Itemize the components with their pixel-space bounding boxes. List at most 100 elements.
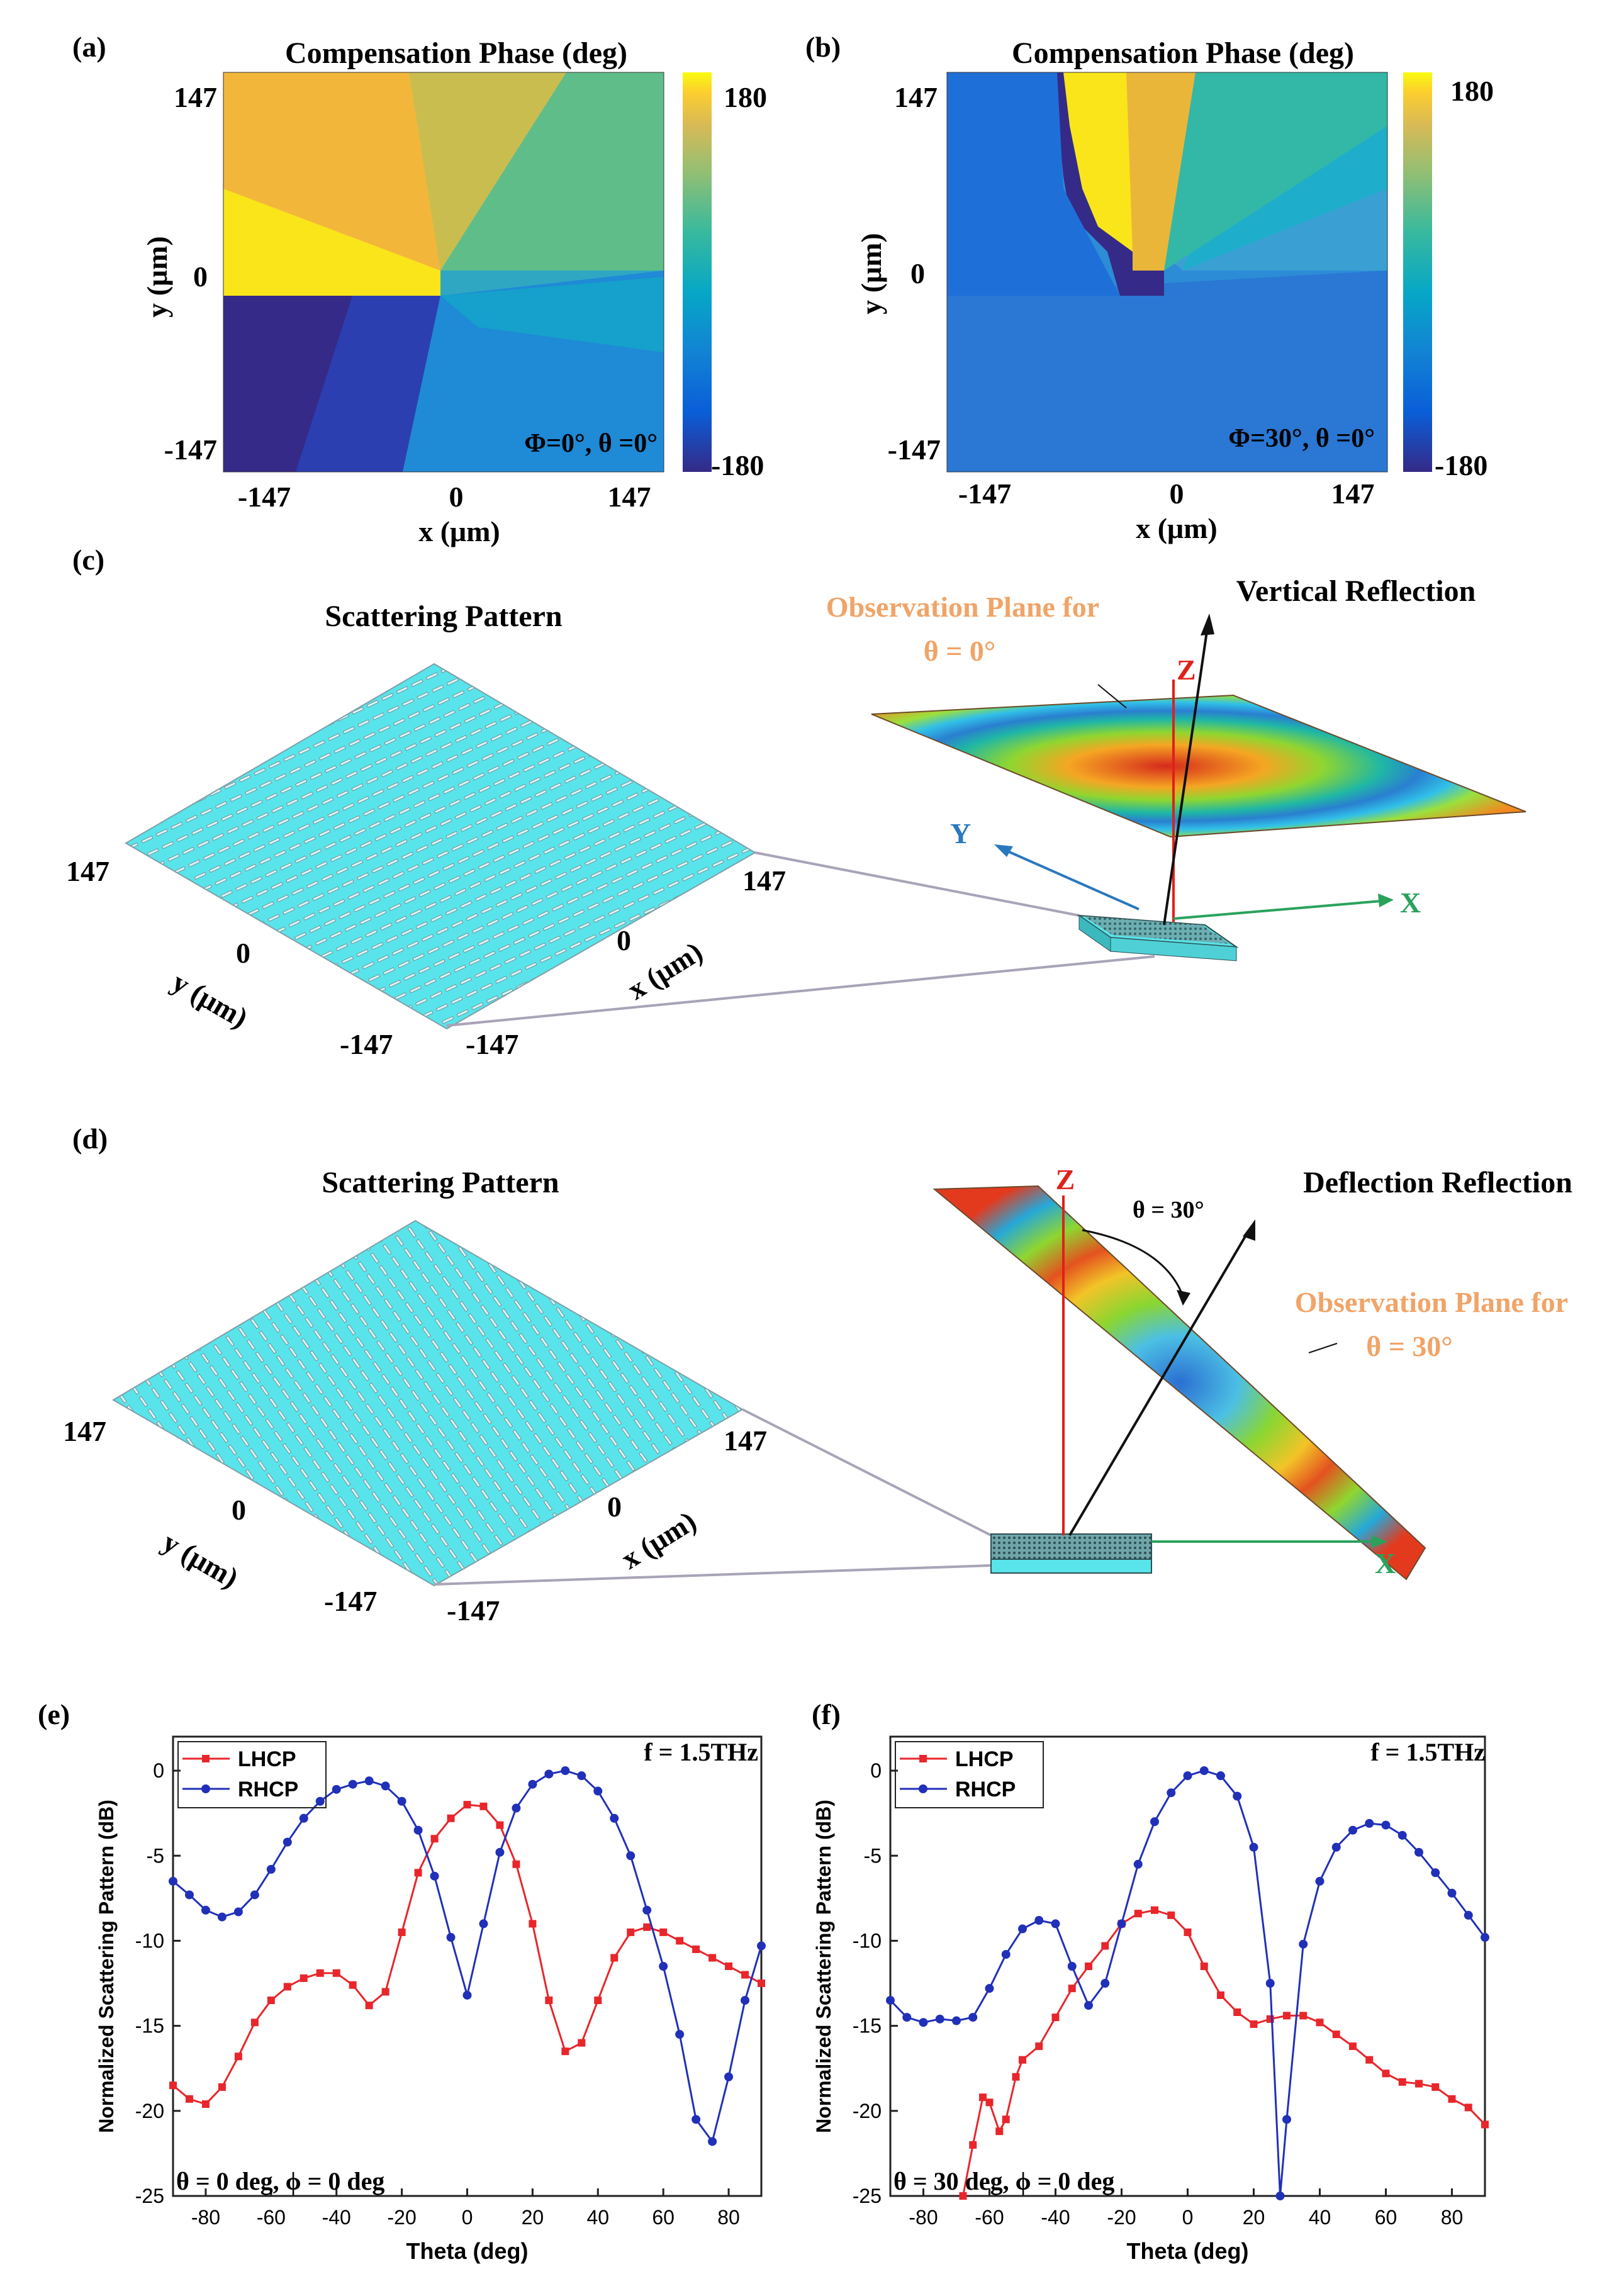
ylabel-b: y (μm) [855,233,887,315]
c-zoom-line-bottom [446,955,1155,1027]
xtick-a-left: -147 [238,481,291,513]
data-point-rhcp [610,1813,619,1823]
data-point-lhcp [1398,2078,1406,2086]
c-y-axis [1003,848,1140,910]
panel-c-label: (c) [72,544,104,576]
data-point-lhcp [1431,2083,1440,2091]
xtick-b-mid: 0 [1170,478,1184,510]
data-point-lhcp [1448,2095,1456,2103]
data-point-rhcp [169,1876,177,1886]
data-point-rhcp [968,2013,978,2022]
data-point-lhcp [659,1928,668,1936]
colorbar-b [1403,72,1432,472]
c-z-label: Z [1177,654,1196,686]
data-point-rhcp [1001,1950,1011,1959]
data-point-lhcp [1481,2120,1489,2129]
data-point-lhcp [463,1801,471,1809]
colorbar-b-min: -180 [1435,449,1487,481]
y-tick-label: 0 [153,1759,164,1782]
data-point-rhcp [1299,1939,1308,1949]
c-xlabel: x (μm) [622,936,708,1006]
panel-a-label: (a) [72,31,106,63]
data-point-lhcp [316,1969,324,1977]
x-tick-label: -40 [322,2206,351,2229]
data-point-rhcp [233,1907,243,1917]
y-tick-label: -10 [135,1929,164,1952]
data-point-rhcp [1167,1788,1176,1798]
c-y-label: Y [950,817,971,849]
data-point-lhcp [169,2081,177,2090]
data-point-rhcp [1265,1979,1275,1988]
data-point-lhcp [578,2039,586,2047]
data-point-rhcp [462,1990,472,2000]
d-tick-x-top: 147 [724,1425,767,1457]
x-tick-label: 40 [1309,2206,1331,2229]
y-tick-label: -25 [853,2185,882,2207]
annotation-a: Φ=0°, θ =0° [524,429,658,458]
data-point-lhcp [398,1928,406,1936]
data-point-rhcp [1331,1842,1341,1852]
xtick-b-left: -147 [958,478,1011,510]
data-point-rhcp [593,1786,603,1796]
c-tick-x0: 0 [617,924,631,956]
data-point-lhcp [741,1971,749,1979]
data-point-rhcp [1216,1771,1225,1781]
data-point-lhcp [234,2052,242,2061]
data-point-lhcp [1349,2042,1357,2051]
data-point-rhcp [315,1796,325,1806]
ytick-b-bottom: -147 [888,434,941,466]
data-point-rhcp [1365,1818,1374,1828]
data-point-rhcp [1183,1771,1192,1781]
x-tick-label: -80 [909,2206,938,2229]
data-point-rhcp [1275,2192,1285,2200]
data-point-rhcp [266,1864,276,1874]
x-tick-label: -20 [387,2206,416,2229]
d-tick-br: -147 [447,1594,500,1627]
data-point-rhcp [299,1813,308,1823]
d-theta-label: θ = 30° [1133,1197,1204,1223]
data-point-rhcp [1249,1842,1258,1852]
data-point-lhcp [708,1954,717,1962]
data-point-lhcp [1184,1928,1192,1936]
d-zoom-line-top [742,1408,992,1537]
panel-a: (a) Compensation Phase (deg) 180 -180 14… [72,31,767,547]
legend-marker [919,1784,927,1793]
ytick-b-top: 147 [894,81,938,113]
data-point-lhcp [1382,2069,1390,2078]
d-xlabel: x (μm) [615,1505,702,1576]
data-point-lhcp [1151,1906,1158,1914]
data-point-lhcp [627,1928,635,1936]
x-tick-label: -80 [191,2206,220,2229]
data-point-rhcp [1034,1916,1044,1925]
x-tick-label: -60 [975,2206,1004,2229]
data-point-lhcp [594,1996,602,2005]
x-tick-label: 20 [1243,2206,1265,2229]
chart-f: -80 -60 -40 -20 0 20 40 60 80 0 -5 -10 -15 -20 -25 Thet… [812,1735,1489,2264]
data-point-rhcp [413,1825,423,1835]
data-point-rhcp [528,1779,537,1789]
x-tick-label: -60 [257,2206,286,2229]
d-tick-bl: -147 [324,1585,377,1617]
data-point-lhcp [283,1983,291,1991]
d-theta-arc [1082,1229,1184,1297]
c-observation-plane [871,694,1526,838]
c-obs-line1: Observation Plane for [826,591,1099,623]
c-x-label: X [1400,887,1421,919]
data-point-lhcp [250,2019,259,2027]
data-point-lhcp [185,2095,193,2103]
data-point-rhcp [1431,1868,1440,1878]
data-point-lhcp [643,1923,651,1931]
legend-marker [919,1755,927,1762]
x-tick-label: 0 [1182,2206,1194,2229]
data-point-lhcp [1316,2019,1324,2027]
chart-f-ylabel: Normalized Scattering Pattern (dB) [812,1800,835,2133]
chart-f-xlabel: Theta (deg) [1127,2238,1249,2264]
data-point-lhcp [1012,2073,1020,2081]
data-point-lhcp [1250,2020,1258,2028]
chart-e-ylabel: Normalized Scattering Pattern (dB) [95,1800,118,2133]
chart-e: -80 -60 -40 -20 0 20 40 60 80 0 -5 -10 -15 -20 -25 Thet… [95,1735,766,2264]
y-tick-label: 0 [870,1759,882,1782]
data-point-lhcp [267,1996,275,2005]
data-point-rhcp [495,1847,505,1857]
data-point-rhcp [1100,1979,1110,1988]
